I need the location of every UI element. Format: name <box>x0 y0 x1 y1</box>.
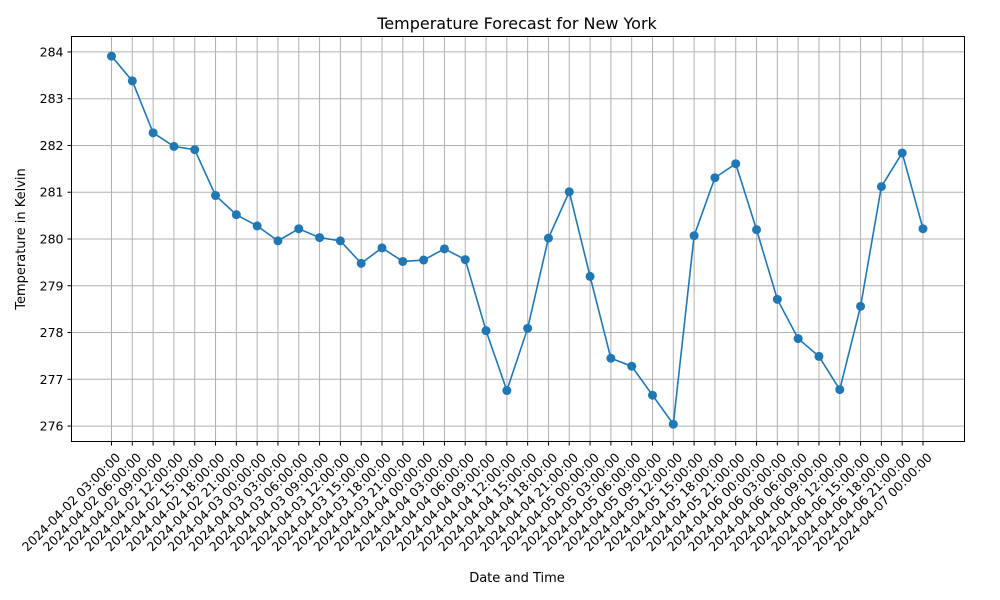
data-point <box>398 256 408 266</box>
data-point <box>585 271 595 281</box>
data-point <box>835 385 845 395</box>
data-point <box>148 128 158 138</box>
data-point <box>419 255 429 265</box>
data-point <box>752 225 762 235</box>
y-tick-label: 282 <box>40 138 64 153</box>
data-point <box>710 173 720 183</box>
data-point <box>481 326 491 336</box>
data-point <box>335 236 345 246</box>
data-point <box>627 361 637 371</box>
y-tick-label: 283 <box>40 91 64 106</box>
data-point <box>190 145 200 155</box>
y-tick-label: 276 <box>40 419 64 434</box>
y-tick-label: 284 <box>40 44 64 59</box>
data-point <box>127 76 137 86</box>
y-tick-label: 279 <box>40 278 64 293</box>
data-point <box>772 294 782 304</box>
data-point <box>689 231 699 241</box>
y-axis-label: Temperature in Kelvin <box>14 168 29 311</box>
data-point <box>523 323 533 333</box>
data-point <box>856 301 866 311</box>
data-point <box>648 390 657 400</box>
y-tick-label: 280 <box>40 232 64 247</box>
data-point <box>273 236 283 246</box>
data-point <box>897 148 907 158</box>
data-point <box>918 224 928 234</box>
data-point <box>169 141 179 151</box>
data-point <box>731 159 741 169</box>
data-point <box>107 51 116 61</box>
data-point <box>231 210 241 220</box>
x-axis-label: Date and Time <box>469 571 565 586</box>
data-point <box>543 233 553 243</box>
series-line <box>110 55 924 427</box>
data-point <box>502 386 512 396</box>
data-point <box>252 221 262 231</box>
data-point <box>294 224 304 234</box>
y-tick-label: 281 <box>40 185 64 200</box>
chart-title: Temperature Forecast for New York <box>376 14 657 33</box>
data-point <box>439 244 449 254</box>
data-point <box>315 233 325 243</box>
data-point <box>460 255 470 265</box>
y-axis: 276 277 278 279 280 281 282 283 284 <box>40 44 72 434</box>
data-point <box>377 243 387 253</box>
data-point <box>876 182 886 192</box>
series <box>107 51 928 429</box>
data-point <box>211 191 221 201</box>
y-tick-label: 278 <box>40 325 64 340</box>
data-point <box>356 258 366 268</box>
grid <box>71 36 965 442</box>
data-point <box>793 334 803 344</box>
y-tick-label: 277 <box>40 372 64 387</box>
data-point <box>814 351 824 361</box>
data-point <box>606 353 616 363</box>
data-point <box>668 419 678 429</box>
data-point <box>564 187 574 197</box>
